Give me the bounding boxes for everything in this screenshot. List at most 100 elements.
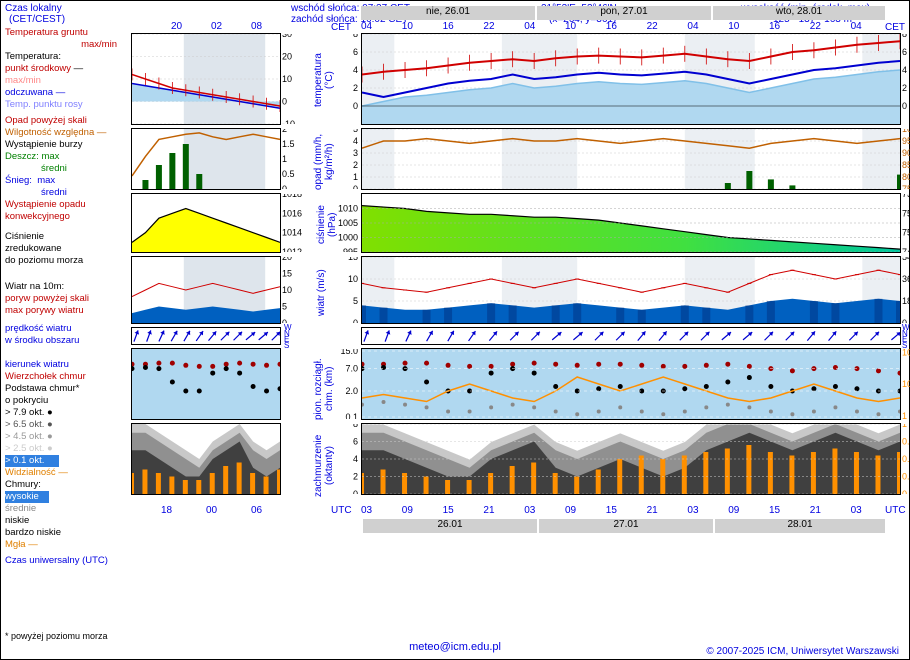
svg-text:6: 6	[902, 47, 907, 57]
left-winddir-panel	[131, 327, 281, 345]
svg-text:0: 0	[353, 101, 358, 111]
legend-zred: zredukowane	[5, 243, 125, 255]
svg-text:15.0: 15.0	[340, 349, 358, 356]
press-panel: 995100010051010746750754758	[361, 193, 901, 253]
svg-text:-10: -10	[282, 119, 295, 124]
legend-temperatura: Temperatura:	[5, 51, 125, 63]
svg-text:36: 36	[902, 274, 910, 284]
svg-text:1: 1	[353, 172, 358, 182]
svg-text:6: 6	[353, 437, 358, 447]
legend-podstawa: Podstawa chmur*	[5, 383, 125, 395]
svg-text:2: 2	[353, 472, 358, 482]
legend-opad-skala: Opad powyżej skali	[5, 115, 125, 127]
legend-wysokie: wysokie	[5, 491, 49, 503]
footer-copy: © 2007-2025 ICM, Uniwersytet Warszawski	[706, 646, 899, 657]
svg-text:20: 20	[282, 257, 292, 262]
svg-text:0: 0	[282, 97, 287, 107]
compass-right: WNES	[902, 325, 910, 349]
legend-bniskie: bardzo niskie	[5, 527, 125, 539]
svg-text:8: 8	[353, 34, 358, 39]
ylabel-temp: temperatura (°C)	[313, 45, 335, 115]
svg-text:5: 5	[282, 302, 287, 312]
legend-odczuwana: odczuwana —	[5, 87, 125, 99]
legend-maxporyw: max porywy wiatru	[5, 305, 125, 317]
ylabel-opad: opad (mm/h, kg/m²/h)	[313, 133, 335, 191]
ylabel-wiatr: wiatr (m/s)	[316, 263, 327, 323]
svg-text:85: 85	[902, 160, 910, 170]
svg-text:0.5: 0.5	[902, 454, 910, 464]
legend-morza: do poziomu morza	[5, 255, 125, 267]
svg-text:20: 20	[282, 52, 292, 62]
legend-cisn: Ciśnienie	[5, 231, 125, 243]
compass-left: WNES	[284, 325, 292, 349]
svg-text:754: 754	[902, 208, 910, 218]
svg-text:1012: 1012	[282, 247, 302, 252]
left-chart-column: -100102030 00.511.52 1012101410161018 05…	[131, 33, 281, 495]
legend-wiatr10: Wiatr na 10m:	[5, 281, 125, 293]
legend-kierunek: kierunek wiatru	[5, 359, 125, 371]
legend-okt45: > 4.5 okt. ●	[5, 431, 125, 443]
legend-wsrodku: w środku obszaru	[5, 335, 125, 347]
left-clouds-panel	[131, 348, 281, 420]
svg-text:4: 4	[353, 65, 358, 75]
svg-text:3: 3	[353, 148, 358, 158]
svg-text:1000: 1000	[338, 233, 358, 243]
legend-column: Temperatura gruntu max/min Temperatura: …	[5, 5, 125, 605]
svg-text:1: 1	[282, 154, 287, 164]
svg-text:750: 750	[902, 228, 910, 238]
svg-text:1016: 1016	[282, 208, 302, 218]
svg-text:2: 2	[353, 160, 358, 170]
svg-text:0.25: 0.25	[902, 472, 910, 482]
bot-hours: 03091521030915210309152103	[361, 505, 885, 519]
legend-deszcz: Deszcz: max	[5, 151, 125, 163]
svg-text:0.75: 0.75	[902, 437, 910, 447]
svg-text:5: 5	[353, 296, 358, 306]
svg-text:4: 4	[902, 65, 907, 75]
svg-text:2.0: 2.0	[345, 386, 358, 396]
ylabel-cisn: ciśnienie (hPa)	[316, 197, 338, 253]
legend-burza: Wystąpienie burzy	[5, 139, 125, 151]
svg-text:10: 10	[902, 379, 910, 389]
svg-text:0.5: 0.5	[282, 169, 295, 179]
left-wind-panel: 05101520	[131, 256, 281, 324]
footer-email[interactable]: meteo@icm.edu.pl	[409, 641, 501, 653]
utc-right: UTC	[885, 505, 906, 516]
svg-text:8: 8	[902, 34, 907, 39]
svg-text:10: 10	[282, 285, 292, 295]
svg-text:1010: 1010	[338, 204, 358, 214]
svg-text:1018: 1018	[282, 194, 302, 199]
legend-widz: Widzialność —	[5, 467, 125, 479]
svg-text:5: 5	[353, 129, 358, 134]
legend-konw: Wystąpienie opadu	[5, 199, 125, 211]
svg-text:2: 2	[282, 129, 287, 134]
svg-text:75: 75	[902, 184, 910, 189]
utc-left: UTC	[331, 505, 352, 516]
right-chart-column: 0246802468 0123457580859095100 995100010…	[361, 33, 901, 495]
legend-maxmin2: max/min	[5, 75, 125, 87]
svg-text:1005: 1005	[338, 218, 358, 228]
ylabel-chmury: pion. rozciągł. chm. (km)	[313, 353, 335, 425]
legend-srednie: średnie	[5, 503, 125, 515]
legend-snieg-sredni: średni	[5, 187, 125, 199]
precip-panel: 0123457580859095100	[361, 128, 901, 190]
svg-text:4: 4	[353, 136, 358, 146]
svg-text:4: 4	[353, 454, 358, 464]
svg-text:95: 95	[902, 136, 910, 146]
svg-text:10: 10	[282, 74, 292, 84]
svg-text:15: 15	[282, 269, 292, 279]
svg-text:0: 0	[902, 489, 907, 494]
svg-text:15: 15	[348, 257, 358, 262]
svg-text:100: 100	[902, 349, 910, 357]
legend-konw2: konwekcyjnego	[5, 211, 125, 223]
ylabel-zachm: zachmurzenie (oktanty)	[313, 431, 335, 501]
chart-area: 20 02 08 CET CET nie, 26.01 pon, 27.01 w…	[131, 33, 901, 613]
winddir-panel	[361, 327, 901, 345]
legend-temp-gruntu: Temperatura gruntu	[5, 27, 125, 39]
legend-predkosc: prędkość wiatru	[5, 323, 125, 335]
svg-text:30: 30	[282, 34, 292, 39]
legend-sredni: średni	[5, 163, 125, 175]
svg-text:54: 54	[902, 257, 910, 262]
svg-text:18: 18	[902, 296, 910, 306]
svg-text:1: 1	[902, 424, 907, 429]
svg-text:7.0: 7.0	[345, 364, 358, 374]
